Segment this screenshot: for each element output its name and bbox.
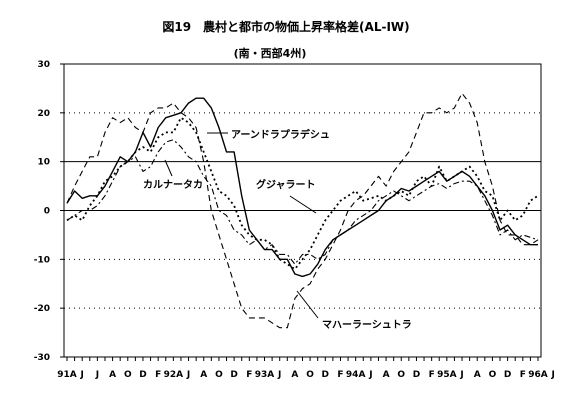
x-tick-label: J (80, 370, 84, 380)
x-tick-label: J (551, 370, 555, 380)
reference-lines (64, 112, 541, 309)
series-lines (66, 92, 539, 329)
x-tick-label: D (139, 370, 146, 380)
x-tick-label: J (459, 370, 463, 380)
y-tick-label: 20 (37, 109, 50, 119)
plot-frame (63, 63, 542, 358)
x-tick-label: J (186, 370, 190, 380)
x-tick-label: O (124, 370, 132, 380)
x-tick-label: A (291, 370, 298, 380)
series-line-0 (66, 97, 538, 278)
x-tick-label: A (474, 370, 481, 380)
annotation-karnataka: カルナータカ (143, 179, 203, 191)
y-axis-ticks: 30 20 10 0 -10 -20 -30 (34, 60, 64, 363)
y-tick-label: 0 (44, 207, 50, 217)
x-tick-label: O (215, 370, 223, 380)
x-tick-label: D (413, 370, 420, 380)
annotation-maharashtra: マハーラーシュトラ (322, 319, 412, 331)
x-tick-label: D (504, 370, 511, 380)
x-tick-label: A (200, 370, 207, 380)
y-tick-label: -20 (34, 304, 50, 314)
annotation-andhra-pradesh: アーンドラプラデシュ (231, 128, 330, 141)
x-tick-label: F (429, 370, 435, 380)
x-tick-label: 95A (437, 370, 457, 380)
y-tick-label: 30 (37, 60, 50, 70)
x-tick-label: 93A (255, 370, 275, 380)
annotations: アーンドラプラデシュ カルナータカ グジャラート マハーラーシュトラ (143, 128, 412, 331)
x-tick-label: 91A (57, 370, 77, 380)
y-tick-label: -10 (34, 255, 50, 265)
series-line-2 (66, 116, 539, 271)
x-tick-label: O (397, 370, 405, 380)
y-tick-label: -30 (34, 353, 50, 363)
x-tick-label: F (520, 370, 526, 380)
chart-subtitle: (南・西部4州) (234, 46, 307, 60)
x-tick-label: O (489, 370, 497, 380)
x-tick-label: O (306, 370, 314, 380)
annotation-leader-maharashtra (296, 290, 319, 319)
x-tick-label: 96A (528, 370, 548, 380)
y-tick-label: 10 (37, 158, 50, 168)
x-tick-label: 92A (164, 370, 184, 380)
annotation-leader-karnataka (164, 159, 173, 177)
series-line-1 (66, 139, 539, 265)
annotation-leader-gujarat (289, 195, 317, 214)
chart-title: 図19 農村と都市の物価上昇率格差(AL-IW) (162, 19, 409, 34)
x-tick-label: F (155, 370, 161, 380)
x-tick-label: D (322, 370, 329, 380)
x-tick-label: 94A (346, 370, 366, 380)
x-tick-label: J (95, 370, 99, 380)
x-tick-label: J (277, 370, 281, 380)
x-tick-label: F (337, 370, 343, 380)
x-axis-ticks: 91A J J A O D F 92A J A O D F 93A J A O D F 94A J A O D F 95A J A O D… (57, 357, 555, 380)
x-tick-label: F (246, 370, 252, 380)
x-tick-label: A (383, 370, 390, 380)
x-tick-label: A (109, 370, 116, 380)
series-line-3 (66, 92, 539, 329)
x-tick-label: D (230, 370, 237, 380)
annotation-gujarat: グジャラート (256, 178, 316, 191)
x-tick-label: J (368, 370, 372, 380)
